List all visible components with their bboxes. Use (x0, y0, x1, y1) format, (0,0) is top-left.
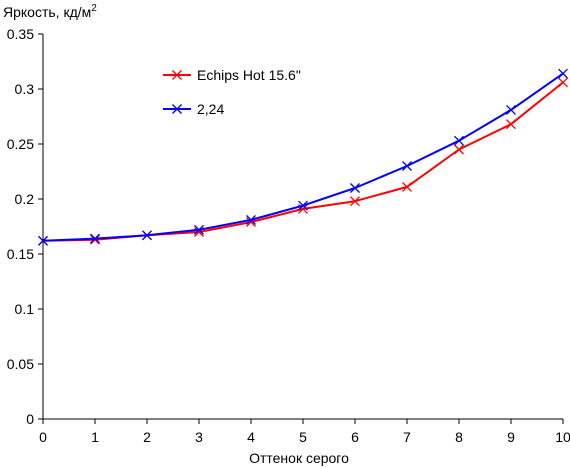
data-point (454, 135, 464, 146)
data-point (506, 119, 516, 130)
data-point (38, 235, 48, 246)
x-tick-label: 3 (195, 429, 203, 445)
data-point (246, 214, 256, 225)
data-point (90, 233, 100, 244)
data-point (90, 234, 100, 245)
x-tick-label: 5 (299, 429, 307, 445)
x-tick-label: 2 (143, 429, 151, 445)
y-tick-label: 0.25 (7, 136, 34, 152)
x-tick-label: 4 (247, 429, 255, 445)
x-axis: 0 1 2 3 4 5 6 7 8 9 10 (39, 419, 570, 445)
y-axis-title-text: Яркость, кд/м (3, 4, 91, 20)
data-point (506, 104, 516, 115)
legend-item: Echips Hot 15.6" (163, 67, 301, 83)
legend-label: Echips Hot 15.6" (197, 67, 301, 83)
data-point (298, 200, 308, 211)
y-tick-label: 0.35 (7, 26, 34, 42)
y-axis-title-superscript: 2 (91, 3, 97, 14)
data-point (402, 181, 412, 192)
series-line (42, 81, 564, 242)
x-tick-label: 10 (555, 429, 570, 445)
y-axis: 0 0.05 0.1 0.15 0.2 0.25 0.3 0.35 (7, 26, 43, 427)
x-tick-label: 1 (91, 429, 99, 445)
plot-area (38, 68, 568, 246)
y-tick-label: 0.1 (15, 301, 35, 317)
legend-marker (172, 70, 182, 80)
series-2 (38, 68, 568, 246)
data-point (402, 161, 412, 171)
x-tick-label: 8 (455, 429, 463, 445)
y-tick-label: 0.05 (7, 356, 34, 372)
x-tick-label: 9 (507, 429, 515, 445)
legend-item: 2,24 (163, 101, 224, 117)
data-point (142, 230, 152, 241)
series-1 (38, 77, 568, 246)
data-point (454, 144, 464, 155)
x-tick-label: 0 (39, 429, 47, 445)
data-point (194, 224, 204, 235)
y-tick-label: 0 (26, 411, 34, 427)
data-point (558, 77, 568, 88)
data-point (350, 183, 360, 193)
legend-label: 2,24 (197, 101, 224, 117)
y-axis-title: Яркость, кд/м2 (3, 3, 97, 20)
x-tick-label: 6 (351, 429, 359, 445)
y-tick-label: 0.2 (15, 191, 35, 207)
series-line (42, 72, 564, 242)
legend: Echips Hot 15.6" 2,24 (163, 67, 301, 117)
legend-marker (172, 104, 182, 114)
data-point (558, 68, 568, 79)
x-tick-label: 7 (403, 429, 411, 445)
x-axis-title: Оттенок серого (249, 450, 349, 466)
y-tick-label: 0.15 (7, 246, 34, 262)
y-tick-label: 0.3 (15, 81, 35, 97)
data-point (350, 196, 360, 207)
